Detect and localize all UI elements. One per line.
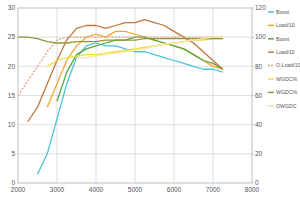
- y2-tick-label: 0: [255, 179, 259, 186]
- legend-label: Load/10: [276, 49, 295, 55]
- y2-tick-label: 120: [255, 4, 266, 11]
- y-tick-label: 30: [8, 4, 16, 11]
- legend-label: Load/10: [276, 22, 295, 28]
- series-line: [77, 37, 223, 57]
- x-tick-label: 5000: [128, 186, 143, 193]
- y-tick-label: 15: [8, 92, 16, 99]
- y2-tick-label: 20: [255, 150, 263, 157]
- legend-swatch: [268, 65, 274, 67]
- y2-tick-label: 40: [255, 121, 263, 128]
- legend-label: OWGDC: [276, 103, 297, 109]
- x-tick-label: 8000: [245, 186, 260, 193]
- y-tick-label: 5: [11, 150, 15, 157]
- legend-swatch: [268, 38, 274, 40]
- legend-swatch: [268, 92, 274, 94]
- x-tick-label: 6000: [167, 186, 182, 193]
- x-tick-label: 3000: [50, 186, 65, 193]
- y2-tick-label: 100: [255, 33, 266, 40]
- series-line: [18, 37, 223, 95]
- legend: Boost Load/10 Boost Load/10 O-Load/10 WGDC% WG…: [268, 9, 300, 109]
- legend-swatch: [268, 78, 274, 80]
- plot-area: [18, 20, 223, 175]
- chart: 0 5 10 15 20 25 30 2000 3000 4000 5000 6000 7000 8000…: [0, 0, 300, 198]
- x-grid-line: [213, 8, 214, 183]
- grid: [18, 8, 252, 183]
- x-grid-line: [174, 8, 175, 183]
- legend-swatch: [268, 105, 274, 107]
- series-line: [28, 20, 223, 122]
- y2-tick-label: 80: [255, 63, 263, 70]
- legend-label: O-Load/10: [276, 62, 300, 68]
- legend-swatch: [268, 25, 274, 27]
- legend-label: Boost: [276, 9, 290, 15]
- legend-label: WGDC%: [276, 89, 297, 95]
- legend-swatch: [268, 11, 274, 13]
- x-grid-line: [57, 8, 58, 183]
- legend-label: WGDC%: [276, 76, 297, 82]
- y-tick-label: 20: [8, 63, 16, 70]
- legend-swatch: [268, 51, 274, 53]
- y-tick-label: 25: [8, 33, 16, 40]
- x-tick-label: 7000: [206, 186, 221, 193]
- x-tick-label: 4000: [89, 186, 104, 193]
- y2-tick-label: 60: [255, 92, 263, 99]
- series-line: [47, 31, 223, 107]
- series-line: [47, 39, 223, 67]
- plot-frame: [18, 8, 252, 183]
- y-tick-label: 10: [8, 121, 16, 128]
- legend-label: Boost: [276, 36, 290, 42]
- x-tick-label: 2000: [11, 186, 26, 193]
